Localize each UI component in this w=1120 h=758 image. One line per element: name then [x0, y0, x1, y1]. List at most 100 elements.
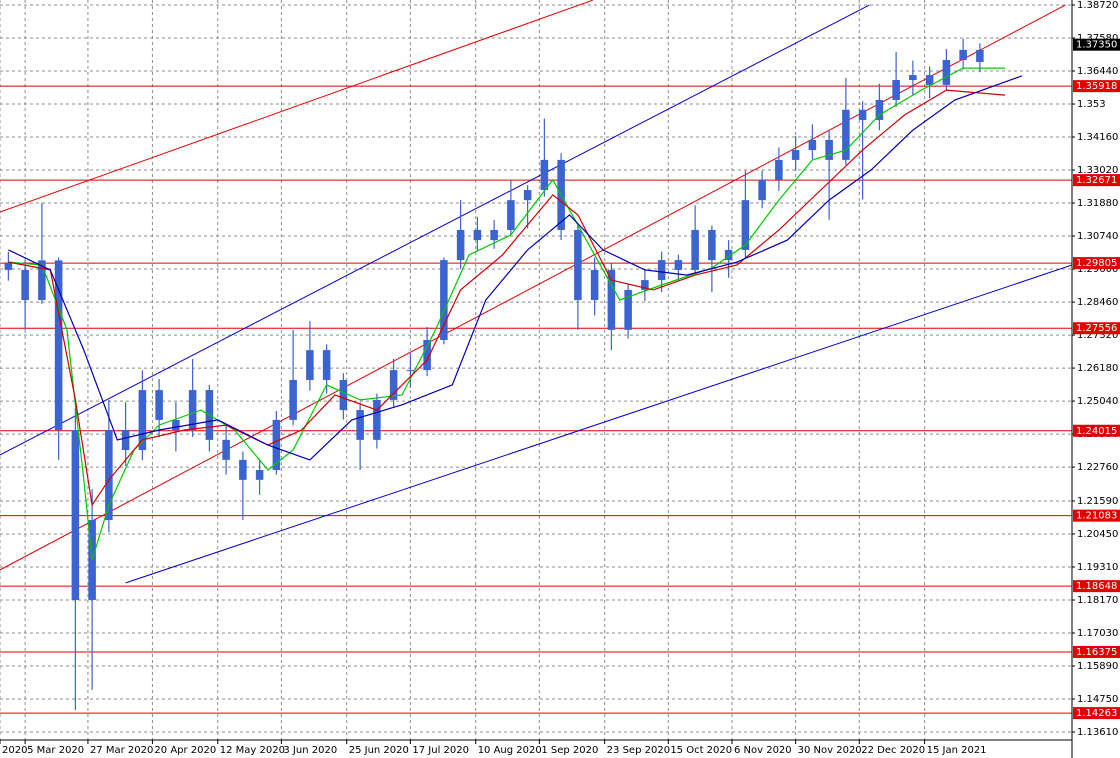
y-tick-label: 1.31880	[1077, 198, 1118, 209]
x-tick-label: 20 Apr 2020	[154, 745, 216, 756]
candle-body	[741, 200, 750, 250]
candle-body	[490, 229, 498, 241]
candle-body	[4, 263, 13, 270]
candle-body	[356, 410, 364, 440]
trend-line	[0, 0, 594, 213]
candle-body	[825, 139, 833, 160]
x-tick-label: 1 Sep 2020	[541, 745, 598, 756]
level-label-box	[1073, 322, 1120, 335]
candle-body	[306, 350, 314, 380]
y-tick-label: 1.30740	[1077, 231, 1118, 242]
candle-body	[440, 260, 448, 340]
level-label: 1.21083	[1076, 511, 1117, 522]
trend-line	[125, 264, 1072, 584]
current-price-box	[1073, 38, 1120, 51]
x-tick-label: 5 Mar 2020	[27, 745, 84, 756]
candle-body	[724, 249, 733, 261]
y-tick-label: 1.353	[1077, 99, 1106, 110]
y-tick-label: 1.37580	[1077, 33, 1118, 44]
y-tick-label: 1.34160	[1077, 132, 1118, 143]
y-tick-label: 1.13610	[1077, 727, 1118, 738]
candle-body	[121, 430, 130, 451]
candle-body	[373, 399, 381, 440]
x-tick-label: 27 Mar 2020	[90, 745, 153, 756]
candle-body	[255, 469, 264, 480]
y-tick-label: 1.14750	[1077, 694, 1118, 705]
trend-line	[0, 4, 870, 456]
current-price-label: 1.37350	[1076, 40, 1117, 51]
level-label: 1.14263	[1076, 708, 1117, 719]
y-tick-label: 1.26180	[1077, 363, 1118, 374]
candle-body	[339, 379, 348, 411]
candle-body	[892, 79, 900, 100]
level-label: 1.24015	[1076, 426, 1117, 437]
candle-body	[188, 390, 197, 431]
y-tick-label: 1.38720	[1077, 0, 1118, 11]
candle-body	[925, 75, 934, 85]
moving-average	[8, 89, 1006, 507]
y-tick-label: 1.36440	[1077, 66, 1118, 77]
candle-body	[239, 459, 247, 480]
candle-body	[389, 370, 398, 400]
y-tick-label: 1.17030	[1077, 628, 1118, 639]
candle-body	[976, 49, 984, 63]
candle-body	[590, 269, 599, 301]
candle-body	[473, 229, 482, 241]
candle-body	[172, 419, 180, 431]
y-tick-label: 1.25040	[1077, 396, 1118, 407]
candle-body	[38, 260, 46, 301]
level-label-box	[1073, 580, 1120, 593]
candle-body	[875, 99, 884, 120]
level-label-box	[1073, 174, 1120, 187]
x-tick-label: 15 Oct 2020	[670, 745, 732, 756]
candle-body	[138, 390, 147, 451]
x-tick-label: 12 May 2020	[220, 745, 285, 756]
x-tick-label: 6 Nov 2020	[734, 745, 792, 756]
candle-body	[641, 280, 649, 290]
candle-body	[574, 229, 582, 301]
plot-area	[0, 0, 1072, 714]
level-label: 1.27556	[1076, 323, 1117, 334]
candle-body	[540, 159, 549, 191]
level-label: 1.18648	[1076, 581, 1117, 592]
level-label-box	[1073, 707, 1120, 720]
x-tick-label: 15 Jan 2021	[927, 745, 987, 756]
y-tick-label: 1.18170	[1077, 595, 1118, 606]
candle-body	[105, 430, 113, 521]
candle-body	[674, 260, 683, 270]
grid	[0, 0, 1072, 740]
candle-body	[791, 150, 800, 160]
y-tick-label: 1.29600	[1077, 264, 1118, 275]
x-tick-label: 3 Jun 2020	[283, 745, 337, 756]
x-tick-label: 30 Nov 2020	[798, 745, 862, 756]
candle-body	[456, 229, 465, 261]
candle-body	[858, 109, 867, 120]
moving-average	[8, 75, 1023, 461]
x-tick-label: 23 Sep 2020	[607, 745, 670, 756]
candle-body	[708, 229, 716, 261]
candle-body	[21, 269, 29, 301]
x-tick-label: 22 Dec 2020	[861, 745, 925, 756]
level-label-box	[1073, 645, 1120, 658]
candle-body	[808, 139, 817, 151]
candle-body	[322, 350, 331, 380]
candle-body	[758, 179, 766, 201]
candle-body	[507, 200, 515, 230]
y-tick-label: 1.22760	[1077, 462, 1118, 473]
candle-body	[155, 390, 163, 420]
y-tick-label: 1.28460	[1077, 297, 1118, 308]
candle-body	[71, 430, 80, 600]
candle-body	[657, 260, 666, 281]
y-tick-label: 1.19310	[1077, 562, 1118, 573]
candle-body	[691, 229, 699, 270]
x-tick-label: 17 Jul 2020	[412, 745, 469, 756]
y-tick-label: 1.33020	[1077, 165, 1118, 176]
candle-body	[909, 75, 917, 80]
y-tick-label: 1.21590	[1077, 496, 1118, 507]
level-label: 1.16375	[1076, 647, 1117, 658]
candle-body	[222, 439, 230, 460]
candle-body	[406, 370, 415, 372]
